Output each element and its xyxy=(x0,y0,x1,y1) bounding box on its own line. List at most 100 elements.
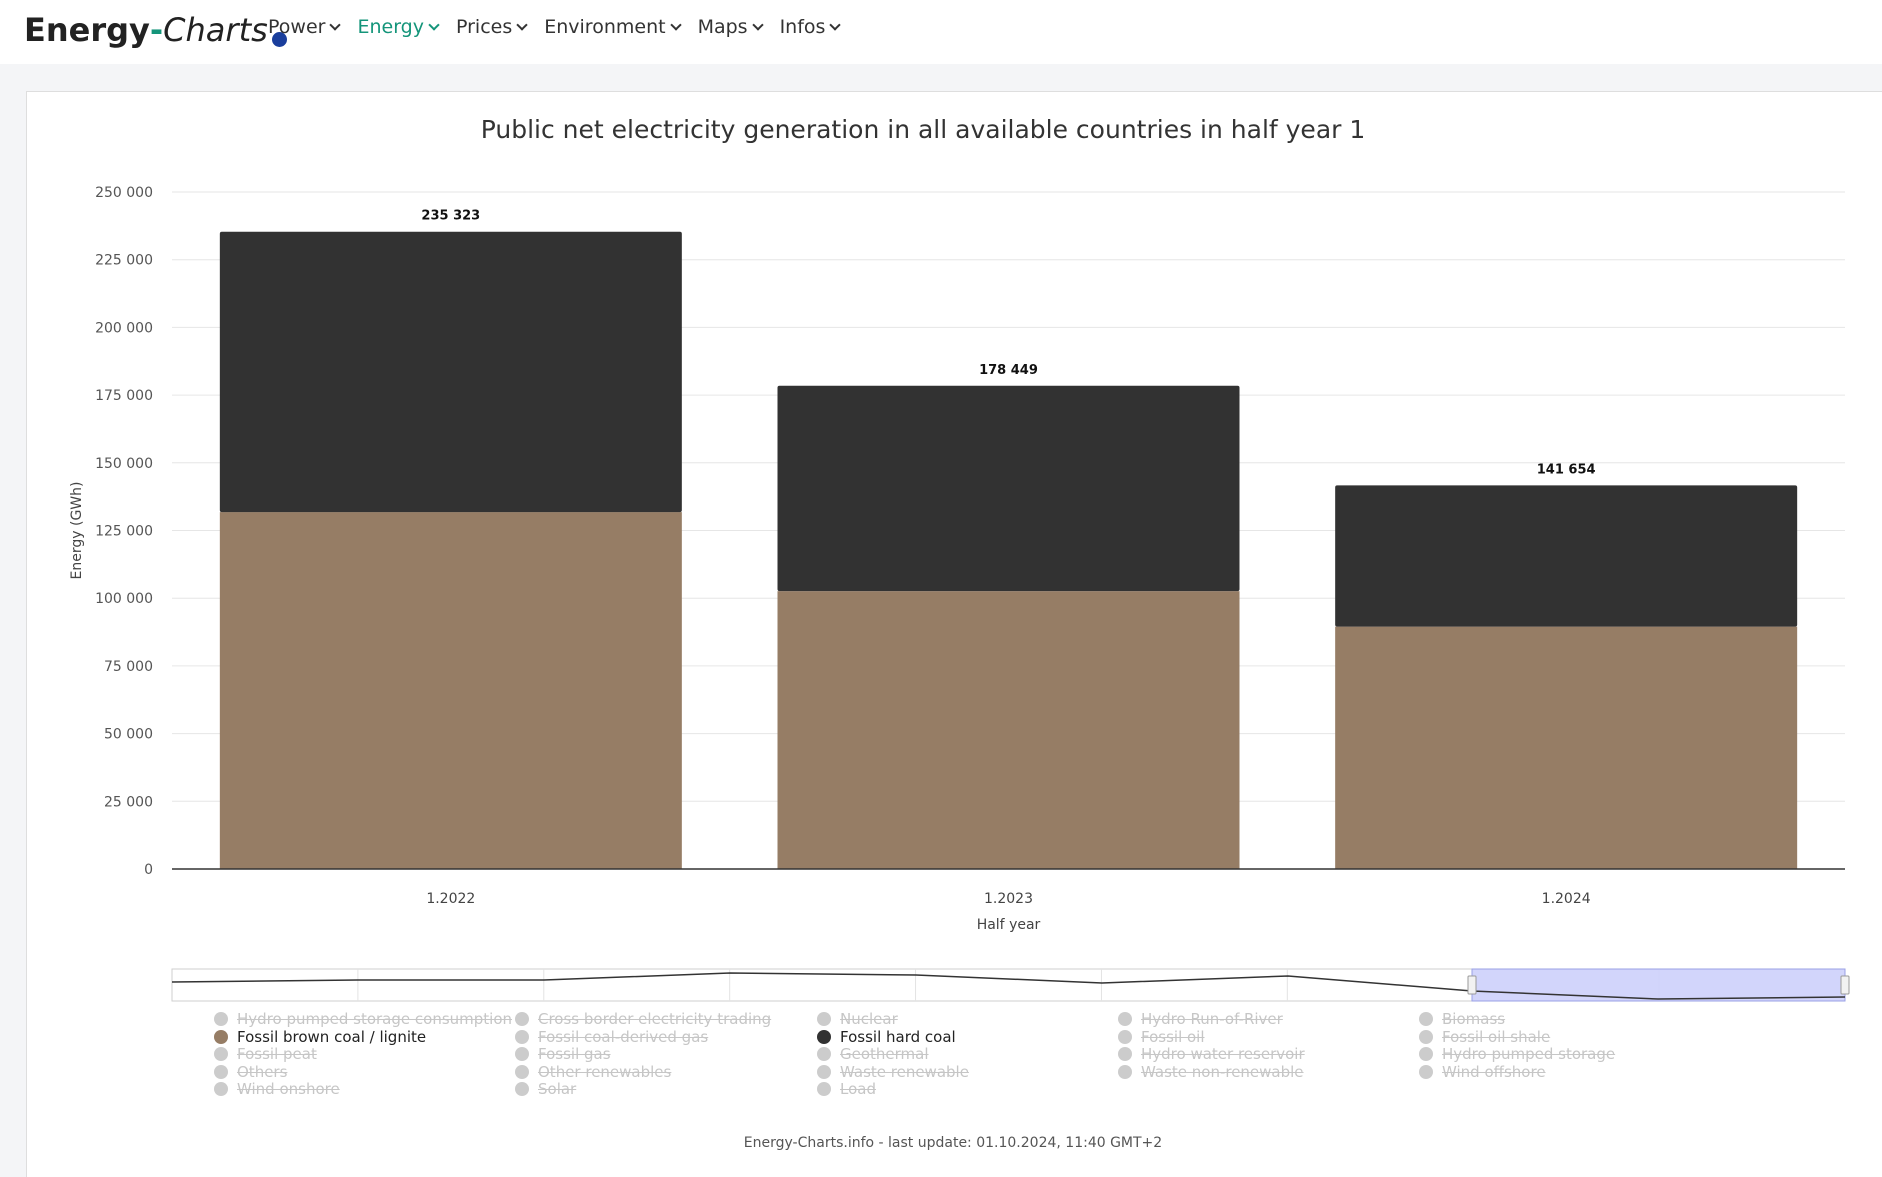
legend-item-wind-onshore[interactable]: Wind onshore xyxy=(214,1080,340,1098)
legend-item-fossil-gas[interactable]: Fossil gas xyxy=(515,1045,611,1063)
legend-label: Solar xyxy=(538,1080,577,1098)
legend-item-fossil-coal-derived-gas[interactable]: Fossil coal-derived gas xyxy=(515,1028,708,1046)
legend-label: Biomass xyxy=(1442,1010,1506,1028)
y-tick-label: 50 000 xyxy=(104,727,153,743)
legend-label: Fossil oil xyxy=(1141,1027,1205,1046)
navigator-series-line xyxy=(171,972,1846,1000)
menu-item-label: Environment xyxy=(544,16,666,38)
menu-item-environment[interactable]: Environment xyxy=(544,16,682,38)
y-tick-label: 0 xyxy=(144,862,153,878)
legend-label: Fossil gas xyxy=(538,1045,611,1063)
legend-item-hydro-run-of-river[interactable]: Hydro Run-of-River xyxy=(1118,1010,1283,1028)
legend-dot-icon xyxy=(1419,1047,1433,1061)
legend-label: Cross border electricity trading xyxy=(538,1010,772,1028)
legend-dot-icon xyxy=(214,1047,228,1061)
legend-dot-icon xyxy=(817,1012,831,1026)
logo-word-energy: Energy xyxy=(24,11,150,49)
legend-label: Fossil hard coal xyxy=(840,1027,956,1046)
menu-item-label: Infos xyxy=(779,16,826,38)
legend-label: Other renewables xyxy=(538,1062,672,1081)
menu-item-label: Prices xyxy=(455,16,513,38)
legend-item-fossil-peat[interactable]: Fossil peat xyxy=(214,1045,317,1063)
legend-item-other-renewables[interactable]: Other renewables xyxy=(515,1063,671,1081)
legend-label: Fossil coal-derived gas xyxy=(538,1027,709,1046)
legend-label: Wind onshore xyxy=(237,1080,340,1098)
menu-item-infos[interactable]: Infos xyxy=(779,16,842,38)
menu-item-label: Power xyxy=(268,16,326,38)
bar-fossil-hard-coal-1.2022 xyxy=(219,231,682,513)
top-navigation: Energy-Charts Power Energy Prices Environme… xyxy=(0,0,1882,64)
y-tick-label: 125 000 xyxy=(95,524,153,540)
navigator-handle-left[interactable] xyxy=(1467,975,1477,995)
legend-label: Wind offshore xyxy=(1442,1062,1546,1081)
legend-item-fossil-oil-shale[interactable]: Fossil oil shale xyxy=(1419,1028,1550,1046)
legend-item-fossil-hard-coal[interactable]: Fossil hard coal xyxy=(817,1028,956,1046)
legend-label: Waste non-renewable xyxy=(1141,1062,1304,1081)
logo-dot-icon xyxy=(271,32,287,47)
legend-dot-icon xyxy=(1118,1047,1132,1061)
legend-item-waste-renewable[interactable]: Waste renewable xyxy=(817,1063,969,1081)
legend-dot-icon xyxy=(817,1047,831,1061)
legend-dot-icon xyxy=(1118,1029,1132,1044)
legend-dot-icon xyxy=(214,1082,228,1096)
main-menu: Power Energy Prices Environment Maps Infos xyxy=(268,16,857,38)
legend-dot-icon xyxy=(214,1029,228,1044)
navigator-handle-right[interactable] xyxy=(1840,975,1850,995)
x-axis-title: Half year xyxy=(977,917,1041,933)
legend-label: Hydro Run-of-River xyxy=(1141,1010,1283,1028)
energy-charts-logo[interactable]: Energy-Charts xyxy=(24,10,287,50)
legend-label: Others xyxy=(237,1062,288,1081)
legend-item-solar[interactable]: Solar xyxy=(515,1080,576,1098)
legend-item-wind-offshore[interactable]: Wind offshore xyxy=(1419,1063,1546,1081)
legend-item-fossil-oil[interactable]: Fossil oil xyxy=(1118,1028,1205,1046)
logo-dash: - xyxy=(149,11,164,49)
legend-dot-icon xyxy=(1419,1029,1433,1044)
y-tick-label: 25 000 xyxy=(104,794,153,810)
legend-item-geothermal[interactable]: Geothermal xyxy=(817,1045,929,1063)
legend-dot-icon xyxy=(214,1064,228,1079)
y-tick-label: 225 000 xyxy=(95,253,153,269)
legend-dot-icon xyxy=(515,1064,529,1079)
y-tick-label: 175 000 xyxy=(95,388,153,404)
legend-label: Hydro water reservoir xyxy=(1141,1045,1305,1063)
legend-dot-icon xyxy=(515,1047,529,1061)
legend-item-hydro-pumped-storage[interactable]: Hydro pumped storage xyxy=(1419,1045,1615,1063)
legend-dot-icon xyxy=(817,1082,831,1096)
y-tick-label: 100 000 xyxy=(95,591,153,607)
legend-label: Hydro pumped storage consumption xyxy=(237,1010,513,1028)
bar-total-label: 235 323 xyxy=(421,209,480,224)
x-tick-label: 1.2022 xyxy=(426,891,475,907)
legend-dot-icon xyxy=(515,1012,529,1026)
y-tick-label: 200 000 xyxy=(95,320,153,336)
legend-item-waste-non-renewable[interactable]: Waste non-renewable xyxy=(1118,1063,1304,1081)
legend-label: Fossil oil shale xyxy=(1442,1027,1551,1046)
legend-dot-icon xyxy=(515,1082,529,1096)
menu-item-label: Maps xyxy=(697,16,748,38)
legend-item-nuclear[interactable]: Nuclear xyxy=(817,1010,898,1028)
legend-label: Load xyxy=(840,1080,876,1098)
bar-fossil-hard-coal-1.2023 xyxy=(777,385,1240,592)
legend-item-biomass[interactable]: Biomass xyxy=(1419,1010,1505,1028)
legend-item-cross-border-electricity-trading[interactable]: Cross border electricity trading xyxy=(515,1010,771,1028)
bar-fossil-hard-coal-1.2024 xyxy=(1335,485,1798,627)
legend-dot-icon xyxy=(817,1029,831,1044)
legend-item-hydro-pumped-storage-consumption[interactable]: Hydro pumped storage consumption xyxy=(214,1010,512,1028)
menu-item-label: Energy xyxy=(357,16,424,38)
legend-item-fossil-brown-coal-lignite[interactable]: Fossil brown coal / lignite xyxy=(214,1028,426,1046)
legend-label: Fossil peat xyxy=(237,1045,317,1063)
legend-dot-icon xyxy=(1118,1064,1132,1079)
y-axis-title: Energy (GWh) xyxy=(69,482,85,580)
bar-fossil-brown-coal-lignite-1.2024 xyxy=(1335,626,1798,869)
legend-label: Waste renewable xyxy=(840,1062,969,1081)
legend-dot-icon xyxy=(214,1012,228,1026)
menu-item-maps[interactable]: Maps xyxy=(697,16,764,38)
menu-item-prices[interactable]: Prices xyxy=(455,16,528,38)
legend-item-hydro-water-reservoir[interactable]: Hydro water reservoir xyxy=(1118,1045,1305,1063)
legend-label: Geothermal xyxy=(840,1045,929,1063)
legend-dot-icon xyxy=(1419,1012,1433,1026)
menu-item-power[interactable]: Power xyxy=(268,16,342,38)
menu-item-energy[interactable]: Energy xyxy=(357,16,440,38)
legend-item-load[interactable]: Load xyxy=(817,1080,876,1098)
legend-item-others[interactable]: Others xyxy=(214,1063,287,1081)
